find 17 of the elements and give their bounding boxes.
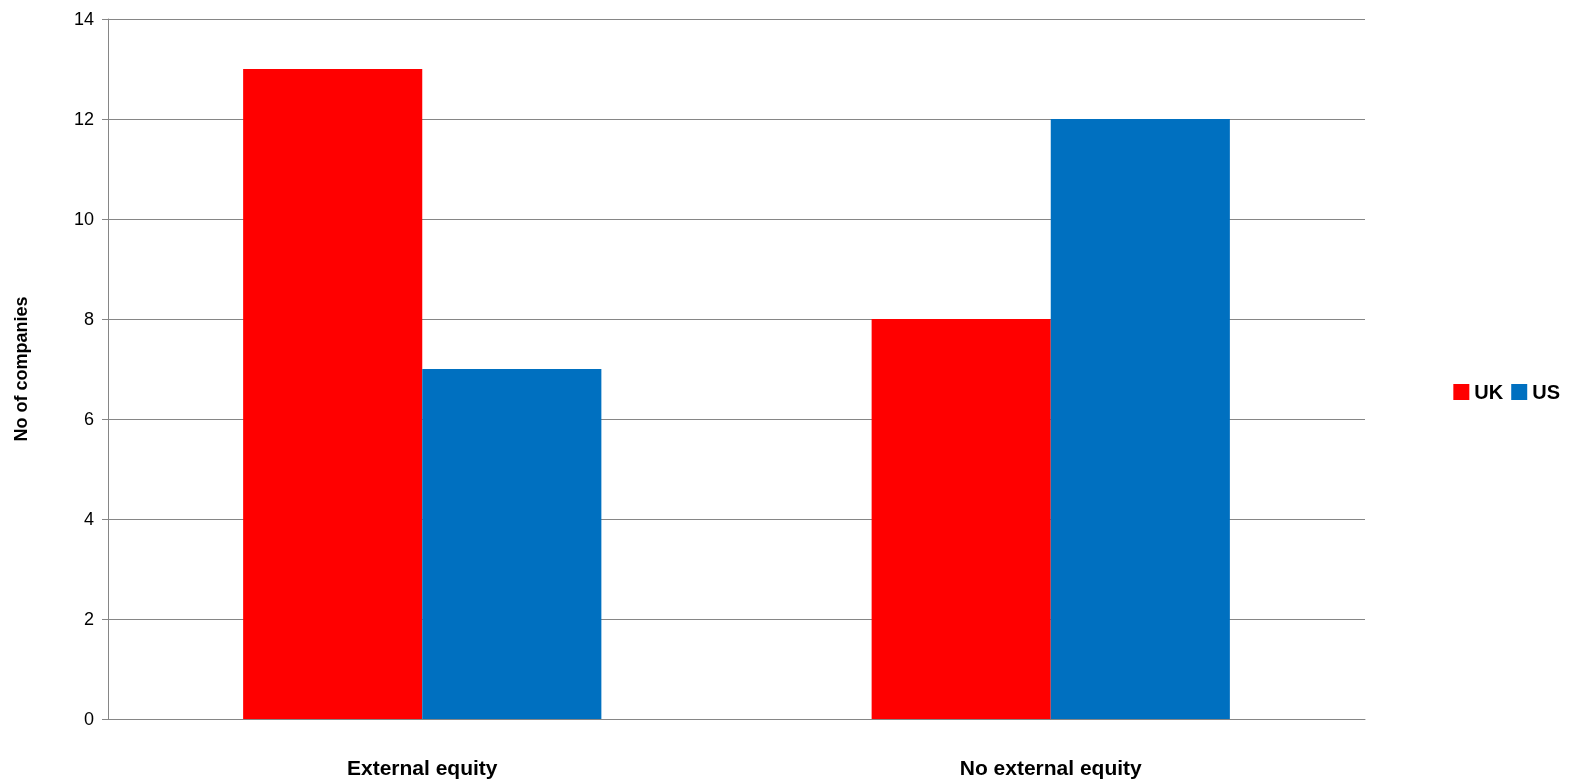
y-tick-label: 0 [83, 709, 94, 729]
y-tick-label: 14 [73, 9, 94, 29]
legend-label: UK [1474, 381, 1504, 403]
x-tick-label: External equity [346, 756, 498, 779]
x-tick-label: No external equity [959, 756, 1143, 779]
y-tick-label: 12 [73, 109, 94, 129]
bar [422, 369, 602, 719]
y-tick-label: 10 [73, 209, 94, 229]
bar [1050, 119, 1230, 719]
y-axis-title: No of companies [11, 296, 31, 442]
legend-label: US [1532, 381, 1561, 403]
y-tick-label: 2 [83, 609, 94, 629]
bar [243, 69, 423, 719]
y-tick-label: 6 [83, 409, 94, 429]
y-tick-label: 8 [83, 309, 94, 329]
bar [871, 319, 1051, 719]
y-tick-label: 4 [83, 509, 94, 529]
